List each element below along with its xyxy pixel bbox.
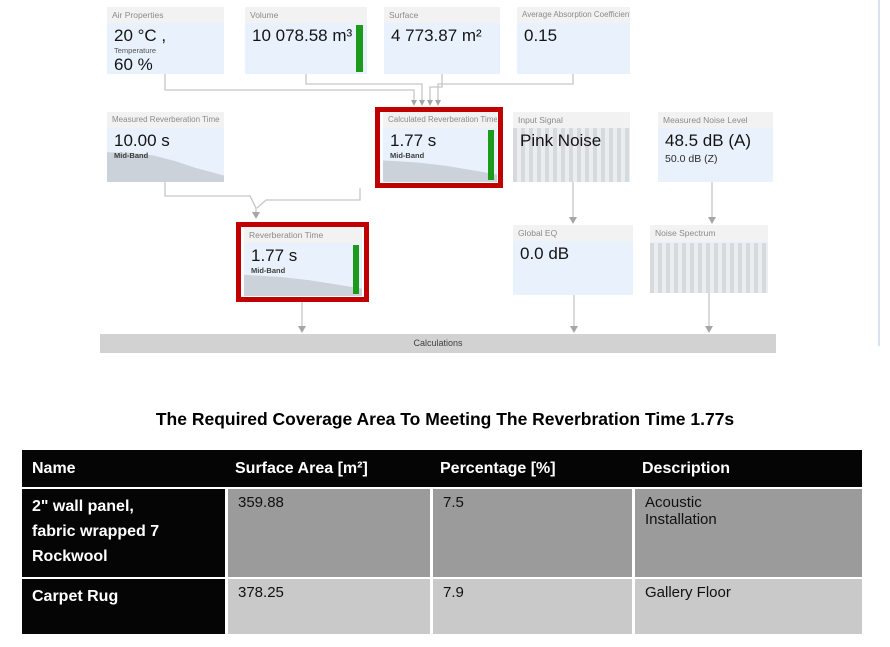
temperature-label: Temperature [114, 46, 157, 55]
header-description: Description [632, 450, 862, 487]
header-percentage: Percentage [%] [430, 450, 632, 487]
measured-rt-value: 10.00 s [114, 131, 170, 150]
row-description: Acoustic Installation [632, 489, 862, 577]
table-header-row: Name Surface Area [m²] Percentage [%] De… [22, 450, 862, 487]
card-title: Average Absorption Coefficient [517, 7, 630, 23]
card-measured-reverberation-time[interactable]: Measured Reverberation Time 10.00 s Mid-… [107, 112, 224, 182]
green-indicator-bar [356, 25, 363, 72]
table-row: Carpet Rug 378.25 7.9 Gallery Floor [22, 579, 862, 634]
card-title: Measured Noise Level [658, 112, 773, 128]
mid-band-label: Mid-Band [114, 150, 149, 160]
card-measured-noise-level[interactable]: Measured Noise Level 48.5 dB (A) 50.0 dB… [658, 112, 773, 182]
card-title: Measured Reverberation Time [107, 112, 224, 128]
calculations-bar[interactable]: Calculations [100, 334, 776, 353]
card-surface[interactable]: Surface 4 773.87 m² [384, 7, 500, 74]
card-title: Air Properties [107, 7, 224, 23]
global-eq-value: 0.0 dB [520, 244, 570, 263]
card-title: Input Signal [513, 112, 630, 128]
panel-divider [878, 0, 880, 346]
header-surface-area: Surface Area [m²] [225, 450, 430, 487]
noise-level-z-value: 50.0 dB (Z) [665, 152, 718, 165]
table-row: 2" wall panel, fabric wrapped 7 Rockwool… [22, 489, 862, 577]
card-global-eq[interactable]: Global EQ 0.0 dB [513, 225, 633, 295]
row-name: Carpet Rug [22, 579, 225, 634]
temperature-value: 20 °C , Temperature [114, 26, 167, 55]
card-title: Volume [245, 7, 367, 23]
card-title: Surface [384, 7, 500, 23]
row-percentage: 7.9 [430, 579, 632, 634]
row-name: 2" wall panel, fabric wrapped 7 Rockwool [22, 489, 225, 577]
red-highlight-reverberation-time [236, 222, 369, 302]
card-noise-spectrum[interactable]: Noise Spectrum [650, 225, 768, 293]
card-title: Global EQ [513, 225, 633, 241]
red-highlight-calculated-rt [375, 107, 503, 188]
coverage-table: Name Surface Area [m²] Percentage [%] De… [22, 450, 862, 634]
surface-value: 4 773.87 m² [391, 26, 482, 45]
spectrum-stripes-pattern [650, 243, 768, 293]
noise-level-a-value: 48.5 dB (A) [665, 131, 751, 150]
section-title: The Required Coverage Area To Meeting Th… [155, 409, 735, 429]
absorption-value: 0.15 [524, 26, 558, 45]
card-input-signal[interactable]: Input Signal Pink Noise [513, 112, 630, 182]
card-average-absorption-coefficient[interactable]: Average Absorption Coefficient 0.15 [517, 7, 630, 74]
card-air-properties[interactable]: Air Properties 20 °C , Temperature 60 % … [107, 7, 224, 74]
input-signal-value: Pink Noise [520, 131, 602, 150]
row-surface-area: 378.25 [225, 579, 430, 634]
header-name: Name [22, 450, 225, 487]
row-description: Gallery Floor [632, 579, 862, 634]
row-surface-area: 359.88 [225, 489, 430, 577]
volume-value: 10 078.58 m³ [252, 26, 353, 45]
card-title: Noise Spectrum [650, 225, 768, 241]
row-percentage: 7.5 [430, 489, 632, 577]
card-volume[interactable]: Volume 10 078.58 m³ [245, 7, 367, 74]
humidity-value: 60 % Humidity [114, 55, 153, 74]
